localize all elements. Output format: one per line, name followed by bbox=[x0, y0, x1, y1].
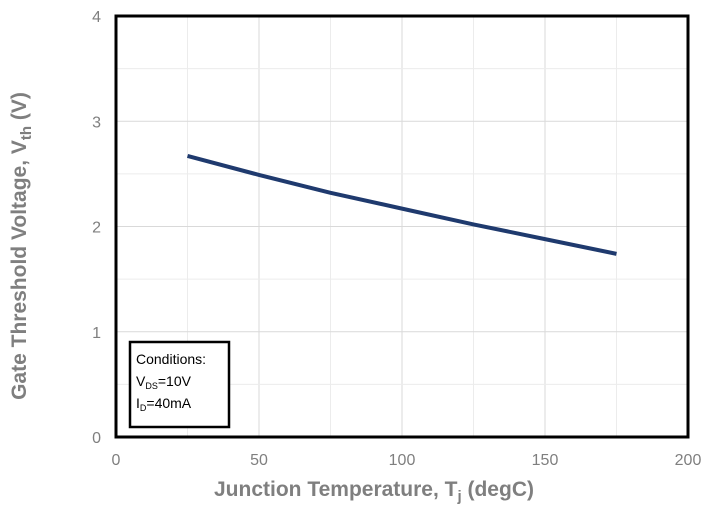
y-axis-title: Gate Threshold Voltage, Vth (V) bbox=[8, 92, 35, 400]
conditions-vds-main: V bbox=[136, 373, 146, 389]
y-tick-label: 2 bbox=[92, 220, 101, 237]
series-line bbox=[186, 154, 617, 256]
grid-lines bbox=[116, 16, 688, 437]
conditions-box: Conditions: VDS=10V ID=40mA bbox=[128, 340, 231, 429]
y-tick-label: 1 bbox=[92, 325, 101, 342]
x-axis-title: Junction Temperature, Tj (degC) bbox=[214, 478, 534, 505]
y-tick-label: 3 bbox=[92, 114, 101, 131]
conditions-id-sub: D bbox=[140, 403, 147, 413]
conditions-id-value: =40mA bbox=[146, 395, 191, 411]
y-tick-labels: 0 1 2 3 4 bbox=[92, 9, 101, 447]
conditions-vds: VDS=10V bbox=[136, 373, 192, 391]
plot-area-frame bbox=[114, 14, 690, 439]
conditions-box-frame bbox=[128, 340, 231, 429]
conditions-title: Conditions: bbox=[136, 351, 206, 367]
x-axis-title-suffix: (degC) bbox=[462, 478, 534, 501]
x-tick-label: 0 bbox=[112, 452, 121, 469]
x-axis-title-main: Junction Temperature, T bbox=[214, 478, 458, 501]
x-tick-label: 50 bbox=[250, 452, 268, 469]
y-axis-title-main: Gate Threshold Voltage, V bbox=[8, 140, 31, 400]
y-tick-label: 0 bbox=[92, 430, 101, 447]
y-axis-title-suffix: (V) bbox=[8, 92, 31, 126]
conditions-vds-sub: DS bbox=[145, 381, 158, 391]
conditions-id-main: I bbox=[136, 395, 140, 411]
conditions-id: ID=40mA bbox=[136, 395, 192, 413]
x-tick-labels: 0 50 100 150 200 bbox=[112, 452, 702, 469]
x-tick-label: 100 bbox=[389, 452, 416, 469]
x-tick-label: 200 bbox=[675, 452, 702, 469]
x-axis-title-subscript: j bbox=[456, 488, 461, 505]
series-layer bbox=[186, 154, 617, 256]
y-axis-title-subscript: th bbox=[18, 126, 35, 140]
x-tick-label: 150 bbox=[532, 452, 559, 469]
conditions-vds-value: =10V bbox=[158, 373, 192, 389]
y-tick-label: 4 bbox=[92, 9, 101, 26]
